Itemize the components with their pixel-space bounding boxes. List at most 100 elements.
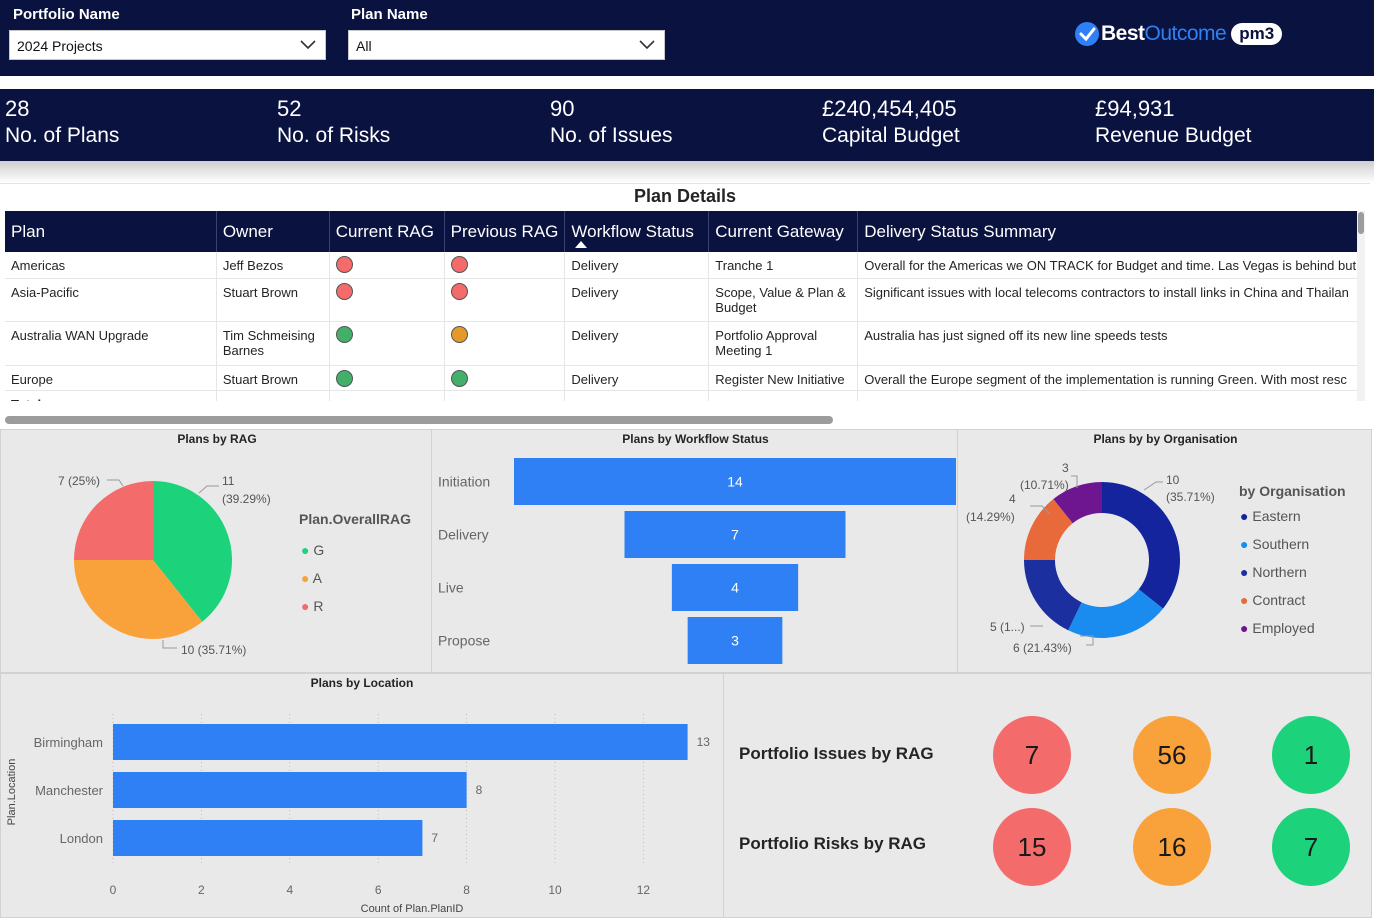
kpi-value: £240,454,405 [822, 96, 957, 121]
category-label: Live [438, 580, 464, 596]
kpi-value: 52 [277, 96, 302, 121]
legend-item-southern[interactable]: ● Southern [1240, 530, 1315, 558]
data-label-contract: 4 [1009, 492, 1016, 506]
legend-item-r[interactable]: ● R [301, 592, 324, 620]
red-status-icon [335, 282, 353, 300]
kpi-value: £94,931 [1095, 96, 1175, 121]
legend-dot-icon: ● [1240, 620, 1249, 636]
bar-value-label: 7 [731, 527, 739, 543]
legend-item-northern[interactable]: ● Northern [1240, 558, 1315, 586]
sort-ascending-icon[interactable] [575, 240, 588, 248]
category-label: London [60, 831, 103, 846]
org-legend: ● Eastern ● Southern ● Northern ● Contra… [1240, 502, 1315, 642]
legend-item-employed[interactable]: ● Employed [1240, 614, 1315, 642]
legend-label: A [312, 570, 322, 586]
plans-by-organisation-panel: Plans by by Organisation 10 (35.71%) 6 (21… [957, 429, 1372, 673]
risks-green-count: 7 [1272, 808, 1350, 886]
x-tick-label: 0 [110, 883, 117, 897]
cell-owner: Stuart Brown [216, 365, 330, 391]
table-row[interactable]: Asia-Pacific Stuart Brown Delivery Scope… [5, 278, 1357, 322]
cell-status: Delivery [564, 278, 710, 322]
kpi-value: 28 [5, 96, 30, 121]
vertical-scroll-thumb[interactable] [1358, 212, 1364, 234]
bar-value-label: 7 [431, 831, 438, 845]
pie-slice-g [153, 481, 233, 622]
leader-line [1080, 635, 1094, 646]
legend-item-a[interactable]: ● A [301, 564, 324, 592]
donut-slice-employed [1053, 482, 1102, 524]
legend-item-eastern[interactable]: ● Eastern [1240, 502, 1315, 530]
column-header-current-gateway[interactable]: Current Gateway [708, 211, 859, 252]
category-label: Initiation [438, 474, 490, 490]
data-label-eastern: 10 [1166, 473, 1180, 487]
column-header-current-rag[interactable]: Current RAG [329, 211, 445, 252]
category-label: Birmingham [34, 735, 103, 750]
red-status-icon [335, 256, 353, 273]
x-tick-label: 4 [286, 883, 293, 897]
brand-name-best: Best [1101, 22, 1145, 45]
vertical-scrollbar[interactable] [1357, 211, 1365, 401]
data-label-eastern-pct: (35.71%) [1166, 490, 1215, 504]
portfolio-issues-label: Portfolio Issues by RAG [739, 744, 934, 763]
rag-legend-title: Plan.OverallRAG [299, 511, 412, 527]
bar-birmingham [113, 724, 688, 760]
kpi-label: No. of Issues [550, 124, 673, 147]
category-label: Propose [438, 633, 490, 649]
column-header-delivery-summary[interactable]: Delivery Status Summary [857, 211, 1357, 252]
legend-item-contract[interactable]: ● Contract [1240, 586, 1315, 614]
cell-previous-rag [444, 278, 566, 322]
x-tick-label: 6 [375, 883, 382, 897]
x-tick-label: 10 [548, 883, 562, 897]
x-tick-label: 12 [637, 883, 651, 897]
bar-london [113, 820, 423, 856]
data-label-employed: 3 [1062, 461, 1069, 475]
category-label: Manchester [35, 783, 104, 798]
donut-slice-eastern [1102, 482, 1180, 609]
horizontal-scroll-thumb[interactable] [5, 416, 833, 424]
table-row[interactable]: Australia WAN Upgrade Tim Schmeising Barn… [5, 321, 1357, 366]
x-tick-label: 2 [198, 883, 205, 897]
column-header-owner[interactable]: Owner [216, 211, 330, 252]
issues-green-count: 1 [1272, 716, 1350, 794]
kpi-band [0, 89, 1374, 161]
org-legend-title: by Organisation [1239, 483, 1346, 499]
cell-summary: Australia has just signed off its new li… [857, 321, 1357, 366]
bar-value-label: 8 [476, 783, 483, 797]
cell-summary: Overall the Europe segment of the implem… [857, 365, 1357, 391]
column-header-workflow-status-label: Workflow Status [571, 221, 694, 241]
legend-label: Contract [1252, 592, 1306, 608]
plans-by-location-chart: 0 2 4 6 8 10 12 13 Birmingham 8 Manchester 7 London C… [6, 714, 710, 915]
cell-current-rag [329, 321, 445, 366]
bar-value-label: 3 [731, 633, 739, 649]
portfolio-select[interactable]: 2024 Projects [9, 30, 326, 60]
cell-previous-rag [444, 365, 566, 391]
chevron-down-icon [639, 40, 655, 50]
legend-dot-icon: ● [1240, 592, 1249, 608]
cell-previous-rag [444, 252, 566, 279]
brand-logo: Best Outcome pm3 [1073, 20, 1283, 48]
cell-gateway: Portfolio Approval Meeting 1 [708, 321, 859, 366]
plans-by-workflow-title: Plans by Workflow Status [622, 432, 769, 446]
data-label-northern: 5 (1...) [990, 620, 1025, 634]
column-header-previous-rag[interactable]: Previous RAG [444, 211, 566, 252]
kpi-value: 90 [550, 96, 575, 121]
green-status-icon [450, 369, 468, 387]
y-axis-title: Plan.Location [6, 759, 18, 826]
legend-dot-icon: ● [1240, 536, 1249, 552]
kpi-capital-budget: £240,454,405 Capital Budget [822, 96, 960, 150]
plans-by-organisation-title: Plans by by Organisation [1093, 432, 1238, 446]
table-row[interactable]: Americas Jeff Bezos Delivery Tranche 1 O… [5, 252, 1357, 279]
column-header-plan[interactable]: Plan [5, 211, 217, 252]
cell-empty [216, 390, 330, 401]
plan-select[interactable]: All [348, 30, 665, 60]
portfolio-filter-label: Portfolio Name [13, 6, 120, 23]
plans-by-rag-title: Plans by RAG [177, 432, 257, 446]
column-header-workflow-status[interactable]: Workflow Status [564, 211, 710, 252]
table-row[interactable]: Europe Stuart Brown Delivery Register Ne… [5, 365, 1357, 391]
cell-plan: Europe [5, 365, 217, 391]
plans-by-location-panel: Plans by Location 0 2 4 6 8 10 12 13 Birmingham 8… [0, 673, 724, 918]
funnel-bar-live [671, 564, 799, 611]
legend-item-g[interactable]: ● G [301, 536, 324, 564]
risks-red-count: 15 [993, 808, 1071, 886]
kpi-issues: 90 No. of Issues [550, 96, 673, 150]
